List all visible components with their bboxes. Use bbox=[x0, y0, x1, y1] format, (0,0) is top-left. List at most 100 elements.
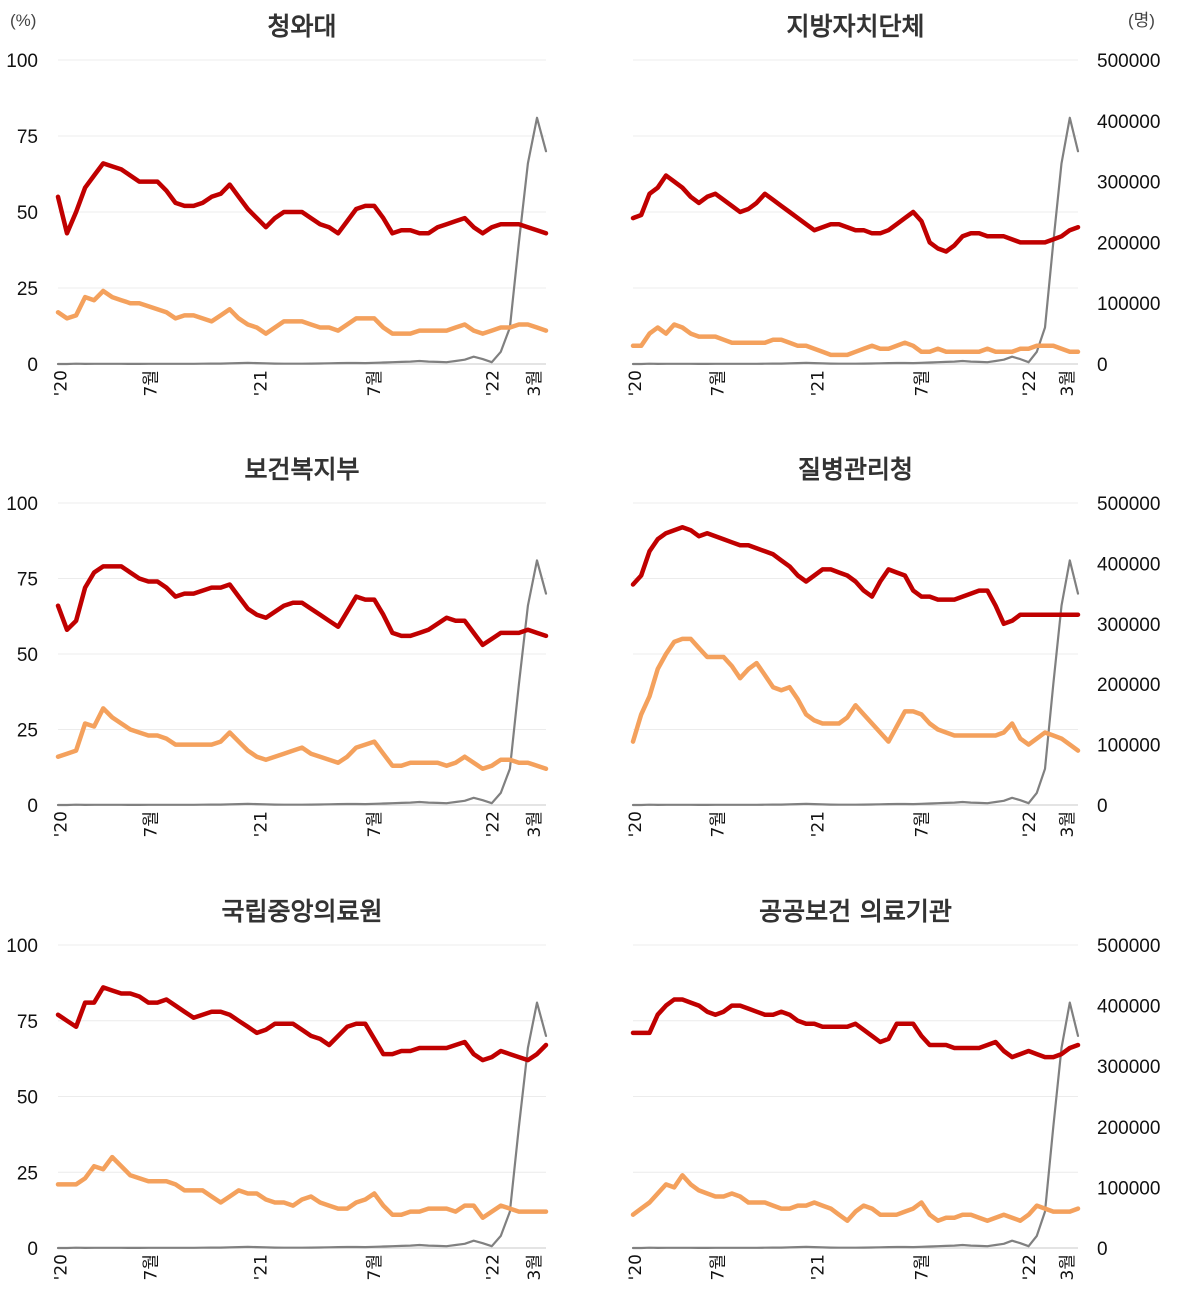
x-tick-label: 3월 bbox=[1058, 811, 1078, 837]
x-tick-label: '21 bbox=[252, 1254, 272, 1280]
y-tick-label-right: 100000 bbox=[1097, 736, 1160, 757]
y-tick-label-left: 50 bbox=[17, 1088, 38, 1109]
x-tick-label: 7월 bbox=[365, 811, 385, 837]
panel-title: 공공보건 의료기관 bbox=[759, 897, 952, 926]
y-tick-label-left: 75 bbox=[17, 1012, 38, 1033]
y-tick-label-left: 50 bbox=[17, 645, 38, 666]
x-tick-label: '20 bbox=[626, 811, 646, 837]
y-tick-label-right: 100000 bbox=[1097, 294, 1160, 315]
y-tick-label-left: 100 bbox=[6, 936, 38, 957]
chart-panel: 국립중앙의료원 0 25 50 75 100 '20 7월 '21 7월 '22 3월 bbox=[6, 897, 549, 1280]
x-tick-label: '20 bbox=[626, 1254, 646, 1280]
y-tick-label-left: 75 bbox=[17, 570, 38, 591]
y-tick-label-right: 100000 bbox=[1097, 1178, 1160, 1199]
series-line-orange bbox=[55, 706, 549, 772]
x-tick-label: '21 bbox=[809, 811, 829, 837]
series-line-orange bbox=[630, 636, 1081, 753]
x-tick-label: '21 bbox=[252, 811, 272, 837]
x-tick-label: '22 bbox=[483, 811, 503, 837]
x-tick-label: '20 bbox=[51, 1254, 71, 1280]
panel-title: 질병관리청 bbox=[798, 455, 913, 484]
y-tick-label-right: 0 bbox=[1097, 1239, 1108, 1260]
x-tick-label: 7월 bbox=[912, 1254, 932, 1280]
chart-panel: 청와대 0 25 50 75 100 '20 7월 '21 7월 '22 3월 bbox=[6, 12, 549, 396]
series-line-gray bbox=[631, 1001, 1080, 1250]
y-tick-label-left: 25 bbox=[17, 1163, 38, 1184]
x-tick-label: '21 bbox=[252, 370, 272, 396]
series-line-gray bbox=[56, 1001, 548, 1250]
x-tick-label: 7월 bbox=[709, 811, 729, 837]
y-tick-label-left: 75 bbox=[17, 127, 38, 148]
x-tick-label: '22 bbox=[1020, 811, 1040, 837]
y-tick-label-left: 0 bbox=[27, 1239, 38, 1260]
series-line-orange bbox=[55, 1154, 549, 1220]
y-tick-label-right: 300000 bbox=[1097, 1057, 1160, 1078]
y-tick-label-left: 0 bbox=[27, 796, 38, 817]
y-tick-label-right: 400000 bbox=[1097, 997, 1160, 1018]
series-line-gray bbox=[631, 559, 1080, 807]
series-line-orange bbox=[55, 288, 549, 336]
series-line-red bbox=[55, 161, 549, 236]
panel-title: 지방자치단체 bbox=[786, 12, 924, 41]
x-tick-label: 7월 bbox=[365, 1254, 385, 1280]
x-tick-label: '22 bbox=[483, 370, 503, 396]
x-tick-label: '20 bbox=[51, 370, 71, 396]
y-tick-label-right: 400000 bbox=[1097, 554, 1160, 575]
y-tick-label-right: 300000 bbox=[1097, 173, 1160, 194]
series-line-red bbox=[630, 173, 1081, 254]
chart-panel: 보건복지부 0 25 50 75 100 '20 7월 '21 7월 '22 3월 bbox=[6, 455, 549, 837]
series-line-red bbox=[630, 524, 1081, 627]
series-line-gray bbox=[56, 116, 548, 366]
x-tick-label: 3월 bbox=[1058, 1254, 1078, 1280]
x-tick-label: 3월 bbox=[525, 811, 545, 837]
y-tick-label-right: 200000 bbox=[1097, 675, 1160, 696]
y-tick-label-left: 25 bbox=[17, 721, 38, 742]
y-tick-label-left: 50 bbox=[17, 203, 38, 224]
y-tick-label-left: 100 bbox=[6, 51, 38, 72]
panel-title: 보건복지부 bbox=[244, 455, 359, 484]
y-tick-label-right: 300000 bbox=[1097, 615, 1160, 636]
series-line-gray bbox=[56, 559, 548, 807]
x-tick-label: 3월 bbox=[525, 370, 545, 396]
x-tick-label: '22 bbox=[1020, 1254, 1040, 1280]
right-axis-unit: (명) bbox=[1128, 11, 1155, 30]
x-tick-label: 7월 bbox=[709, 370, 729, 396]
y-tick-label-right: 400000 bbox=[1097, 112, 1160, 133]
y-tick-label-right: 200000 bbox=[1097, 233, 1160, 254]
panel-title: 국립중앙의료원 bbox=[221, 897, 382, 926]
series-line-orange bbox=[630, 322, 1081, 358]
series-line-red bbox=[55, 985, 549, 1063]
y-tick-label-right: 500000 bbox=[1097, 51, 1160, 72]
x-tick-label: '22 bbox=[483, 1254, 503, 1280]
series-line-gray bbox=[631, 116, 1080, 366]
chart-panel: 지방자치단체 0 100000 200000 300000 400000 500000 '20… bbox=[626, 12, 1160, 396]
series-line-red bbox=[630, 997, 1081, 1060]
left-axis-unit: (%) bbox=[10, 11, 36, 30]
x-tick-label: 7월 bbox=[912, 811, 932, 837]
y-tick-label-right: 500000 bbox=[1097, 494, 1160, 515]
x-tick-label: 3월 bbox=[525, 1254, 545, 1280]
x-tick-label: '20 bbox=[51, 811, 71, 837]
y-tick-label-right: 0 bbox=[1097, 355, 1108, 376]
y-tick-label-right: 500000 bbox=[1097, 936, 1160, 957]
chart-panel: 공공보건 의료기관 0 100000 200000 300000 400000 500000… bbox=[626, 897, 1160, 1280]
series-line-red bbox=[55, 564, 549, 648]
y-tick-label-right: 200000 bbox=[1097, 1118, 1160, 1139]
x-tick-label: '21 bbox=[809, 370, 829, 396]
x-tick-label: 7월 bbox=[912, 370, 932, 396]
x-tick-label: 7월 bbox=[142, 811, 162, 837]
chart-panel: 질병관리청 0 100000 200000 300000 400000 500000 '20 7… bbox=[626, 455, 1160, 837]
x-tick-label: 7월 bbox=[142, 370, 162, 396]
y-tick-label-right: 0 bbox=[1097, 796, 1108, 817]
x-tick-label: '20 bbox=[626, 370, 646, 396]
panel-title: 청와대 bbox=[267, 12, 336, 41]
x-tick-label: 3월 bbox=[1058, 370, 1078, 396]
y-tick-label-left: 0 bbox=[27, 355, 38, 376]
y-tick-label-left: 25 bbox=[17, 279, 38, 300]
x-tick-label: 7월 bbox=[709, 1254, 729, 1280]
x-tick-label: '22 bbox=[1020, 370, 1040, 396]
x-tick-label: 7월 bbox=[365, 370, 385, 396]
y-tick-label-left: 100 bbox=[6, 494, 38, 515]
